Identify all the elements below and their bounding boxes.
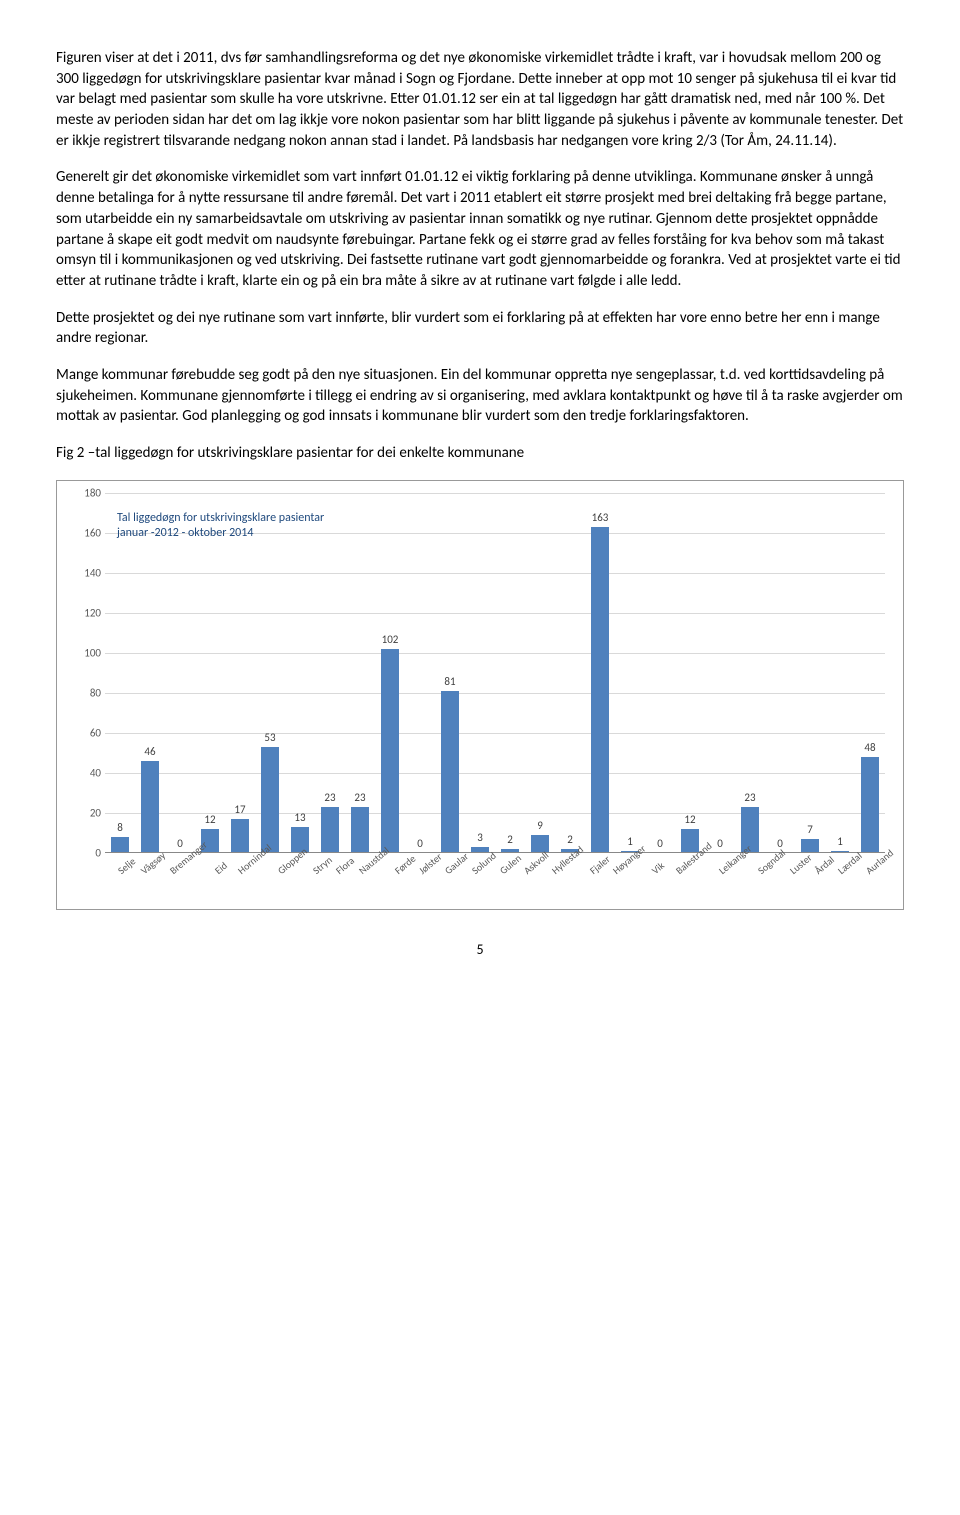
y-tick: 60 <box>71 725 101 740</box>
bar-value-label: 23 <box>324 790 335 805</box>
bar-rect <box>381 649 400 853</box>
bar-slot: 23 <box>345 493 375 853</box>
bar-slot: 53 <box>255 493 285 853</box>
bar-slot: 23 <box>735 493 765 853</box>
bar-value-label: 23 <box>744 790 755 805</box>
bar-slot: 12 <box>195 493 225 853</box>
bar-rect <box>261 747 280 853</box>
bar-rect <box>141 761 160 853</box>
bar-rect <box>861 757 880 853</box>
bar-value-label: 12 <box>204 812 215 827</box>
bar-rect <box>351 807 370 853</box>
y-tick: 100 <box>71 645 101 660</box>
bar-value-label: 12 <box>684 812 695 827</box>
chart-plot-area: 020406080100120140160180 846012175313232… <box>105 493 885 853</box>
bar-value-label: 1 <box>837 834 843 849</box>
y-tick: 120 <box>71 605 101 620</box>
bar-value-label: 9 <box>537 818 543 833</box>
bar-value-label: 17 <box>234 802 245 817</box>
chart-bars: 8460121753132323102081329216310120230714… <box>105 493 885 853</box>
bar-rect <box>231 819 250 853</box>
bar-slot: 102 <box>375 493 405 853</box>
bar-value-label: 48 <box>864 740 875 755</box>
chart-title: Tal liggedøgn for utskrivingsklare pasie… <box>117 511 324 542</box>
bar-value-label: 23 <box>354 790 365 805</box>
bar-value-label: 102 <box>382 632 399 647</box>
chart-title-line2: januar -2012 - oktober 2014 <box>117 526 324 542</box>
bar-slot: 46 <box>135 493 165 853</box>
bar-value-label: 2 <box>567 832 573 847</box>
bar-slot: 0 <box>405 493 435 853</box>
bar-slot: 81 <box>435 493 465 853</box>
bar-rect <box>441 691 460 853</box>
bar-value-label: 46 <box>144 744 155 759</box>
y-tick: 140 <box>71 565 101 580</box>
bar-slot: 0 <box>645 493 675 853</box>
bar-value-label: 81 <box>444 674 455 689</box>
bar-value-label: 8 <box>117 820 123 835</box>
bar-value-label: 0 <box>657 836 663 851</box>
bar-slot: 9 <box>525 493 555 853</box>
bar-value-label: 53 <box>264 730 275 745</box>
bar-slot: 2 <box>555 493 585 853</box>
paragraph-4: Mange kommunar førebudde seg godt på den… <box>56 365 904 427</box>
bar-slot: 0 <box>705 493 735 853</box>
bar-slot: 3 <box>465 493 495 853</box>
bar-slot: 13 <box>285 493 315 853</box>
bar-slot: 2 <box>495 493 525 853</box>
bar-value-label: 7 <box>807 822 813 837</box>
bar-slot: 1 <box>825 493 855 853</box>
bar-value-label: 13 <box>294 810 305 825</box>
bar-value-label: 0 <box>177 836 183 851</box>
bar-chart: 020406080100120140160180 846012175313232… <box>56 480 904 910</box>
bar-slot: 0 <box>165 493 195 853</box>
bar-rect <box>111 837 130 853</box>
bar-value-label: 0 <box>717 836 723 851</box>
y-tick: 40 <box>71 765 101 780</box>
figure-caption: Fig 2 –tal liggedøgn for utskrivingsklar… <box>56 443 904 464</box>
bar-slot: 7 <box>795 493 825 853</box>
bar-rect <box>321 807 340 853</box>
bar-slot: 1 <box>615 493 645 853</box>
paragraph-3: Dette prosjektet og dei nye rutinane som… <box>56 308 904 349</box>
bar-value-label: 163 <box>592 510 609 525</box>
bar-slot: 8 <box>105 493 135 853</box>
paragraph-1: Figuren viser at det i 2011, dvs før sam… <box>56 48 904 151</box>
page-number: 5 <box>56 940 904 959</box>
y-tick: 80 <box>71 685 101 700</box>
bar-value-label: 2 <box>507 832 513 847</box>
x-axis-labels: SeljeVågsøyBremangerEidHornindalGloppenS… <box>105 853 885 903</box>
y-tick: 180 <box>71 485 101 500</box>
y-tick: 160 <box>71 525 101 540</box>
bar-value-label: 1 <box>627 834 633 849</box>
bar-value-label: 0 <box>417 836 423 851</box>
bar-slot: 23 <box>315 493 345 853</box>
bar-slot: 17 <box>225 493 255 853</box>
paragraph-2: Generelt gir det økonomiske virkemidlet … <box>56 167 904 291</box>
bar-slot: 163 <box>585 493 615 853</box>
bar-slot: 0 <box>765 493 795 853</box>
bar-value-label: 3 <box>477 830 483 845</box>
chart-baseline <box>105 852 885 853</box>
bar-rect <box>591 527 610 853</box>
bar-slot: 48 <box>855 493 885 853</box>
y-tick: 20 <box>71 805 101 820</box>
chart-title-line1: Tal liggedøgn for utskrivingsklare pasie… <box>117 511 324 527</box>
y-axis: 020406080100120140160180 <box>71 493 101 853</box>
bar-rect <box>801 839 820 853</box>
y-tick: 0 <box>71 845 101 860</box>
bar-slot: 12 <box>675 493 705 853</box>
